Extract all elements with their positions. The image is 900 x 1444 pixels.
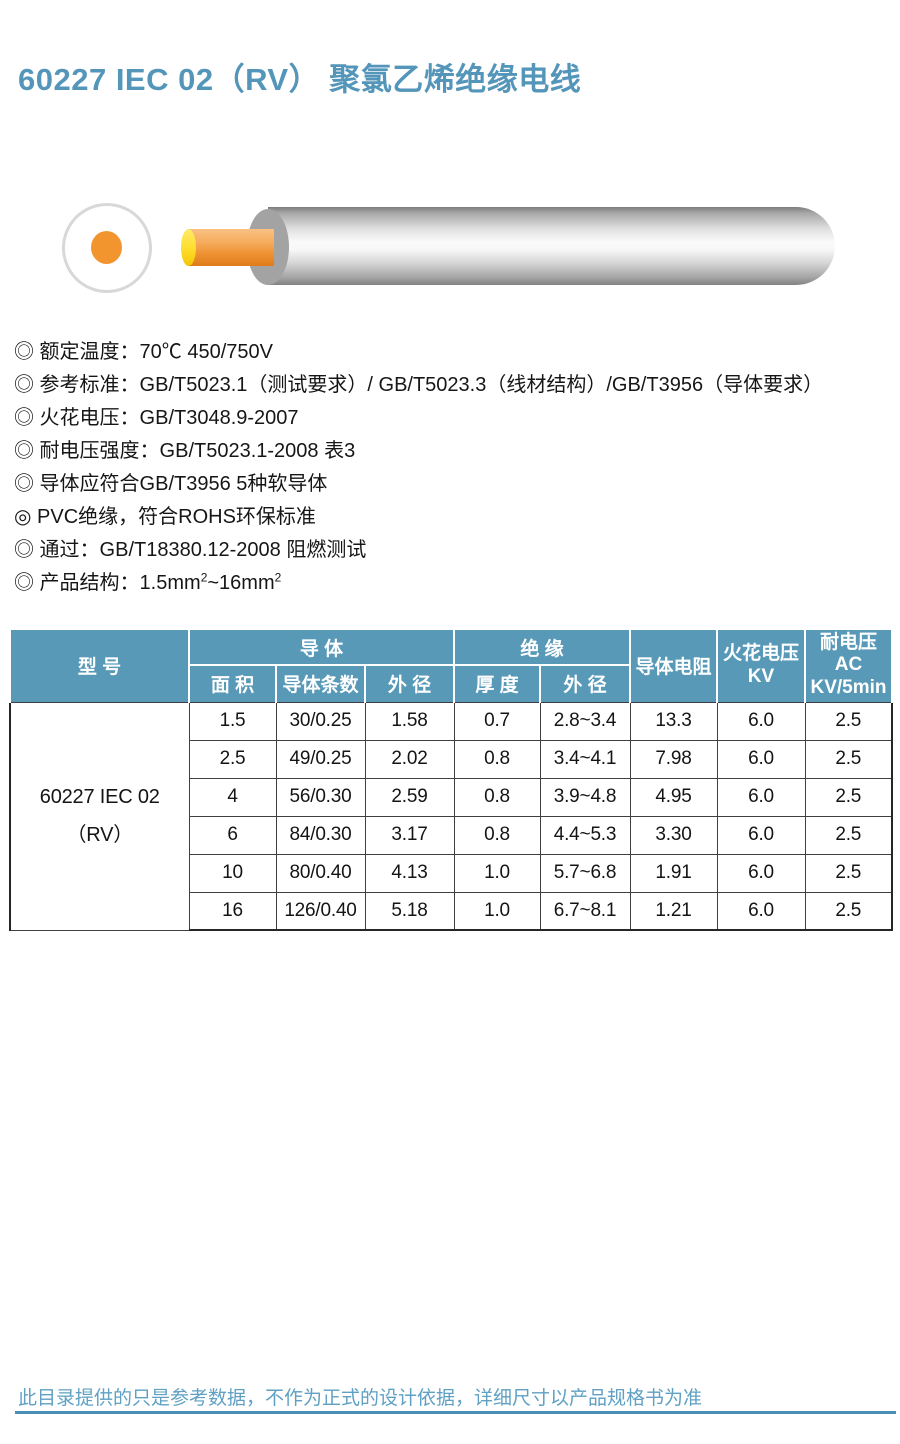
cell-strands: 49/0.25 xyxy=(275,739,366,779)
model-cell: 60227 IEC 02 （RV） xyxy=(9,701,190,931)
spec-item-ref-standard: ◎ 参考标准：GB/T5023.1（测试要求）/ GB/T5023.3（线材结构… xyxy=(14,369,823,402)
cell-withstand: 2.5 xyxy=(804,815,893,855)
cell-area: 16 xyxy=(188,891,277,931)
cell-strands: 30/0.25 xyxy=(275,701,366,741)
spec-item-product-range: ◎ 产品结构：1.5mm2~16mm2 xyxy=(14,567,823,600)
model-line1: 60227 IEC 02 xyxy=(39,786,160,808)
cell-insulation-od: 2.8~3.4 xyxy=(539,701,631,741)
cell-od: 1.58 xyxy=(364,701,455,741)
header-thickness: 厚 度 xyxy=(453,664,541,703)
header-spark-voltage: 火花电压 KV xyxy=(716,628,806,703)
cell-insulation-od: 3.9~4.8 xyxy=(539,777,631,817)
spec-text: ◎ PVC绝缘，符合ROHS环保标准 xyxy=(14,506,316,528)
cell-strands: 80/0.40 xyxy=(275,853,366,893)
cell-area: 1.5 xyxy=(188,701,277,741)
spec-text: ◎ 参考标准：GB/T5023.1（测试要求）/ GB/T5023.3（线材结构… xyxy=(14,374,824,396)
cell-resistance: 3.30 xyxy=(629,815,718,855)
cell-resistance: 4.95 xyxy=(629,777,718,817)
conductor-dot xyxy=(91,231,122,264)
spec-item-spark-voltage: ◎ 火花电压：GB/T3048.9-2007 xyxy=(14,402,823,435)
cell-od: 2.59 xyxy=(364,777,455,817)
superscript: 2 xyxy=(200,570,208,585)
spec-text: ◎ 耐电压强度：GB/T5023.1-2008 表3 xyxy=(14,440,356,462)
cell-spark: 6.0 xyxy=(716,701,806,741)
cell-area: 10 xyxy=(188,853,277,893)
cell-thickness: 0.7 xyxy=(453,701,541,741)
cell-spark: 6.0 xyxy=(716,853,806,893)
cell-withstand: 2.5 xyxy=(804,891,893,931)
header-od: 外 径 xyxy=(364,664,455,703)
spec-item-withstand-voltage: ◎ 耐电压强度：GB/T5023.1-2008 表3 xyxy=(14,435,823,468)
header-area: 面 积 xyxy=(188,664,277,703)
cell-thickness: 0.8 xyxy=(453,777,541,817)
spec-table: 型 号 导 体 绝 缘 导体电阻 火花电压 KV 耐电压 AC KV/5min … xyxy=(9,628,893,931)
table-row: 16 126/0.40 5.18 1.0 6.7~8.1 1.21 6.0 2.… xyxy=(10,891,893,931)
cell-insulation-od: 4.4~5.3 xyxy=(539,815,631,855)
cell-area: 4 xyxy=(188,777,277,817)
page-title: 60227 IEC 02（RV） 聚氯乙烯绝缘电线 xyxy=(18,62,582,97)
cell-thickness: 1.0 xyxy=(453,891,541,931)
cell-insulation-od: 5.7~6.8 xyxy=(539,853,631,893)
spec-item-conductor-standard: ◎ 导体应符合GB/T3956 5种软导体 xyxy=(14,468,823,501)
spec-item-pvc-rohs: ◎ PVC绝缘，符合ROHS环保标准 xyxy=(14,501,823,534)
cell-resistance: 7.98 xyxy=(629,739,718,779)
cell-spark: 6.0 xyxy=(716,815,806,855)
cell-area: 6 xyxy=(188,815,277,855)
header-model: 型 号 xyxy=(9,628,190,703)
header-conductor-group: 导 体 xyxy=(188,628,455,666)
spec-text: ~16mm xyxy=(207,572,275,594)
footer-divider xyxy=(15,1411,896,1414)
wire-conductor xyxy=(188,229,274,266)
spec-text: ◎ 通过：GB/T18380.12-2008 阻燃测试 xyxy=(14,539,367,561)
header-strands: 导体条数 xyxy=(275,664,366,703)
superscript: 2 xyxy=(274,570,282,585)
cell-od: 4.13 xyxy=(364,853,455,893)
cell-withstand: 2.5 xyxy=(804,701,893,741)
spec-text: ◎ 火花电压：GB/T3048.9-2007 xyxy=(14,407,299,429)
cell-resistance: 1.91 xyxy=(629,853,718,893)
wire-conductor-end-cap xyxy=(181,229,196,266)
cell-resistance: 13.3 xyxy=(629,701,718,741)
cell-od: 3.17 xyxy=(364,815,455,855)
header-resistance: 导体电阻 xyxy=(629,628,718,703)
cell-od: 2.02 xyxy=(364,739,455,779)
spec-text: ◎ 导体应符合GB/T3956 5种软导体 xyxy=(14,473,328,495)
spec-text: ◎ 产品结构：1.5mm xyxy=(14,572,201,594)
cell-spark: 6.0 xyxy=(716,777,806,817)
table-row: 2.5 49/0.25 2.02 0.8 3.4~4.1 7.98 6.0 2.… xyxy=(10,739,893,779)
header-insulation-od: 外 径 xyxy=(539,664,631,703)
table-row: 4 56/0.30 2.59 0.8 3.9~4.8 4.95 6.0 2.5 xyxy=(10,777,893,817)
cell-thickness: 0.8 xyxy=(453,815,541,855)
spec-text: ◎ 额定温度：70℃ 450/750V xyxy=(14,341,273,363)
cell-withstand: 2.5 xyxy=(804,777,893,817)
cell-insulation-od: 3.4~4.1 xyxy=(539,739,631,779)
cell-thickness: 1.0 xyxy=(453,853,541,893)
table-row: 60227 IEC 02 （RV） 1.5 30/0.25 1.58 0.7 2… xyxy=(9,701,893,931)
cell-spark: 6.0 xyxy=(716,739,806,779)
cell-withstand: 2.5 xyxy=(804,739,893,779)
footer-note: 此目录提供的只是参考数据，不作为正式的设计依据，详细尺寸以产品规格书为准 xyxy=(18,1388,703,1409)
spec-list: ◎ 额定温度：70℃ 450/750V ◎ 参考标准：GB/T5023.1（测试… xyxy=(14,336,823,600)
cell-thickness: 0.8 xyxy=(453,739,541,779)
cell-insulation-od: 6.7~8.1 xyxy=(539,891,631,931)
header-insulation-group: 绝 缘 xyxy=(453,628,631,666)
wire-insulation-cylinder xyxy=(268,207,835,285)
header-withstand-voltage: 耐电压 AC KV/5min xyxy=(804,628,893,703)
spec-item-rated-temp: ◎ 额定温度：70℃ 450/750V xyxy=(14,336,823,369)
cell-strands: 126/0.40 xyxy=(275,891,366,931)
cell-spark: 6.0 xyxy=(716,891,806,931)
table-row: 6 84/0.30 3.17 0.8 4.4~5.3 3.30 6.0 2.5 xyxy=(10,815,893,855)
cell-area: 2.5 xyxy=(188,739,277,779)
cell-withstand: 2.5 xyxy=(804,853,893,893)
cell-strands: 56/0.30 xyxy=(275,777,366,817)
wire-cross-section xyxy=(62,203,152,293)
cell-od: 5.18 xyxy=(364,891,455,931)
wire-illustration xyxy=(0,0,900,320)
spec-item-flame-test: ◎ 通过：GB/T18380.12-2008 阻燃测试 xyxy=(14,534,823,567)
cell-resistance: 1.21 xyxy=(629,891,718,931)
cell-strands: 84/0.30 xyxy=(275,815,366,855)
model-line2: （RV） xyxy=(66,824,134,846)
